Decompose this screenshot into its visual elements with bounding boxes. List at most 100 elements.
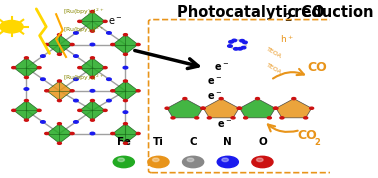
Circle shape bbox=[124, 53, 127, 55]
Circle shape bbox=[90, 100, 94, 102]
Circle shape bbox=[90, 30, 94, 32]
Polygon shape bbox=[47, 35, 72, 54]
Circle shape bbox=[244, 117, 248, 119]
Circle shape bbox=[103, 67, 107, 69]
Circle shape bbox=[90, 90, 95, 92]
Circle shape bbox=[90, 43, 95, 46]
Circle shape bbox=[57, 100, 61, 102]
Circle shape bbox=[201, 107, 205, 109]
Circle shape bbox=[107, 32, 111, 34]
Circle shape bbox=[113, 156, 134, 168]
Circle shape bbox=[45, 43, 49, 46]
Polygon shape bbox=[113, 124, 138, 143]
Circle shape bbox=[103, 20, 107, 22]
Circle shape bbox=[238, 107, 242, 109]
Circle shape bbox=[12, 109, 15, 111]
Circle shape bbox=[229, 41, 233, 43]
Polygon shape bbox=[113, 81, 138, 101]
Circle shape bbox=[123, 111, 128, 113]
Text: Photocatalytic CO: Photocatalytic CO bbox=[177, 5, 324, 20]
Circle shape bbox=[57, 34, 61, 36]
Circle shape bbox=[183, 156, 204, 168]
Circle shape bbox=[90, 119, 94, 121]
Circle shape bbox=[124, 80, 127, 82]
Circle shape bbox=[0, 20, 23, 33]
Polygon shape bbox=[14, 58, 39, 77]
Circle shape bbox=[124, 142, 127, 144]
Circle shape bbox=[40, 78, 45, 80]
Circle shape bbox=[111, 132, 115, 135]
Circle shape bbox=[165, 107, 169, 109]
Text: reduction: reduction bbox=[289, 5, 373, 20]
Circle shape bbox=[107, 99, 111, 102]
Polygon shape bbox=[80, 58, 105, 77]
Circle shape bbox=[74, 78, 78, 80]
Polygon shape bbox=[80, 12, 105, 31]
Polygon shape bbox=[113, 35, 138, 54]
Circle shape bbox=[274, 107, 278, 109]
Circle shape bbox=[280, 117, 284, 119]
Circle shape bbox=[111, 43, 115, 46]
Circle shape bbox=[90, 57, 94, 59]
Polygon shape bbox=[240, 99, 275, 118]
Circle shape bbox=[40, 121, 45, 123]
Circle shape bbox=[237, 107, 241, 109]
Circle shape bbox=[57, 123, 61, 125]
Circle shape bbox=[243, 41, 247, 44]
Circle shape bbox=[171, 117, 175, 119]
Circle shape bbox=[310, 107, 314, 109]
Circle shape bbox=[183, 98, 187, 100]
Circle shape bbox=[234, 48, 238, 50]
Circle shape bbox=[256, 98, 259, 100]
Text: N: N bbox=[223, 137, 232, 147]
Circle shape bbox=[103, 109, 107, 111]
Circle shape bbox=[219, 98, 223, 100]
Text: O: O bbox=[258, 137, 267, 147]
Circle shape bbox=[228, 45, 232, 47]
Polygon shape bbox=[47, 81, 72, 101]
Circle shape bbox=[118, 158, 124, 162]
Circle shape bbox=[78, 109, 82, 111]
Circle shape bbox=[57, 142, 61, 144]
Text: TEOA: TEOA bbox=[265, 47, 283, 60]
Circle shape bbox=[45, 132, 49, 135]
Circle shape bbox=[241, 46, 246, 49]
Circle shape bbox=[37, 109, 41, 111]
Polygon shape bbox=[80, 101, 105, 120]
Text: e$^-$: e$^-$ bbox=[217, 119, 232, 130]
Polygon shape bbox=[167, 99, 203, 118]
Circle shape bbox=[292, 98, 296, 100]
Text: e$^-$: e$^-$ bbox=[214, 62, 229, 73]
Circle shape bbox=[45, 90, 49, 92]
Circle shape bbox=[74, 55, 78, 57]
Text: [Ru(bpy)$_3$]$^{3+}$: [Ru(bpy)$_3$]$^{3+}$ bbox=[63, 25, 104, 35]
Circle shape bbox=[136, 132, 140, 135]
Circle shape bbox=[304, 117, 308, 119]
Text: [Ru(bpy)$_3$]$^{2+}$: [Ru(bpy)$_3$]$^{2+}$ bbox=[63, 73, 104, 83]
Circle shape bbox=[74, 121, 78, 123]
Circle shape bbox=[90, 11, 94, 13]
Circle shape bbox=[74, 32, 78, 34]
Circle shape bbox=[25, 57, 28, 59]
Text: TEOA: TEOA bbox=[265, 63, 283, 76]
Text: CO: CO bbox=[307, 61, 327, 74]
Circle shape bbox=[152, 158, 159, 162]
Text: e$^-$: e$^-$ bbox=[108, 16, 123, 27]
Circle shape bbox=[195, 117, 199, 119]
Circle shape bbox=[70, 90, 74, 92]
Circle shape bbox=[74, 99, 78, 102]
Circle shape bbox=[57, 53, 61, 55]
Polygon shape bbox=[47, 124, 72, 143]
Circle shape bbox=[37, 67, 41, 69]
Circle shape bbox=[25, 100, 28, 102]
Circle shape bbox=[207, 117, 211, 119]
Circle shape bbox=[240, 40, 245, 42]
Polygon shape bbox=[276, 99, 311, 118]
Circle shape bbox=[252, 156, 273, 168]
Text: e$^-$: e$^-$ bbox=[207, 91, 222, 102]
Circle shape bbox=[136, 90, 140, 92]
Circle shape bbox=[90, 132, 95, 135]
Text: Ti: Ti bbox=[153, 137, 164, 147]
Circle shape bbox=[24, 88, 29, 90]
Circle shape bbox=[124, 100, 127, 102]
